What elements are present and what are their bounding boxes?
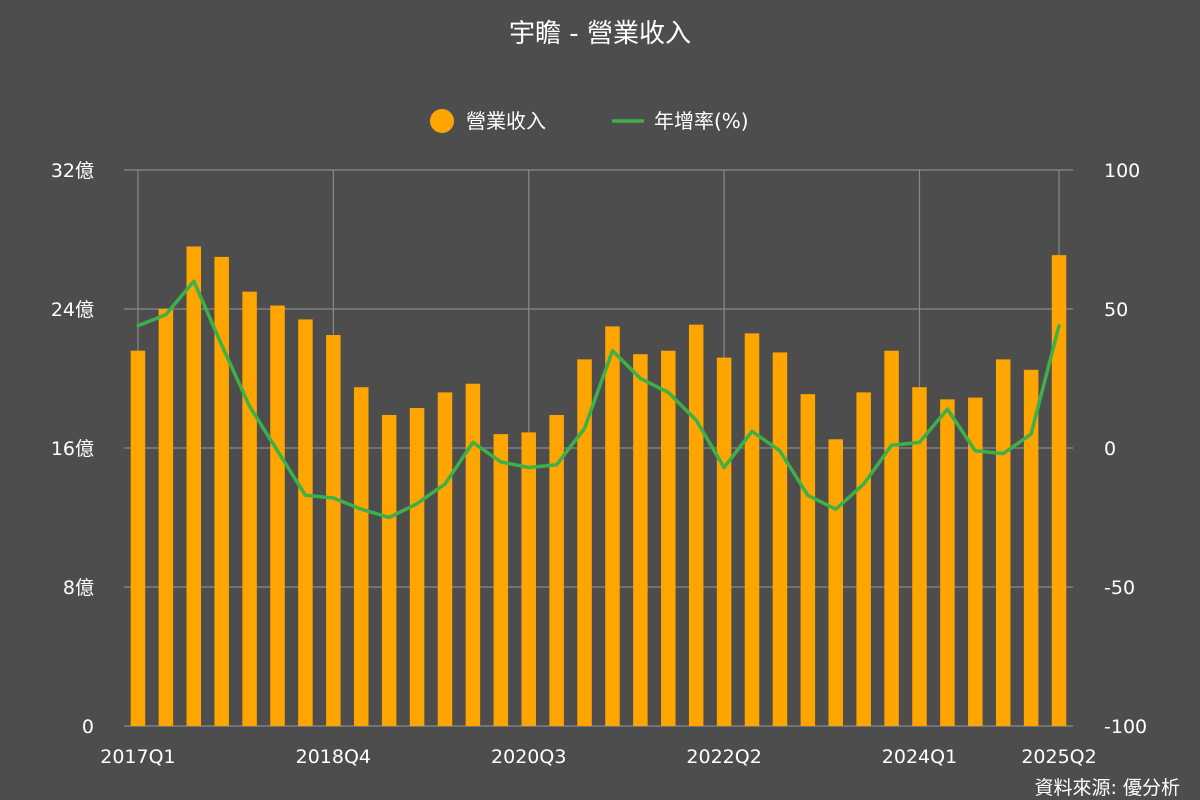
x-tick-label: 2017Q1 <box>100 746 175 768</box>
x-axis: 2017Q1 2018Q4 2020Q3 2022Q2 2024Q1 2025Q2 <box>100 746 1096 768</box>
y-axis-right: -100 -50 0 50 100 <box>1104 160 1147 738</box>
bar-2024Q3 <box>968 397 983 726</box>
source-note: 資料來源: 優分析 <box>1035 777 1180 799</box>
x-tick-label: 2022Q2 <box>686 746 761 768</box>
bar-2019Q2 <box>381 414 397 726</box>
bar-2024Q2 <box>940 399 955 726</box>
chart-title: 宇瞻 - 營業收入 <box>509 19 691 49</box>
bar-2025Q2 <box>1051 255 1067 726</box>
bar-2020Q3 <box>521 432 536 726</box>
bar-2023Q1 <box>800 394 816 726</box>
bar-2018Q3 <box>298 319 313 726</box>
growth-line <box>136 279 1061 520</box>
y-right-tick-label: 100 <box>1104 160 1140 182</box>
bar-2017Q4 <box>214 256 229 726</box>
bar-2023Q3 <box>856 392 871 726</box>
bar-2019Q4 <box>437 392 453 726</box>
y-right-tick-label: -50 <box>1104 577 1135 599</box>
x-tick-label: 2020Q3 <box>491 746 566 768</box>
bar-2019Q3 <box>409 408 425 726</box>
bar-2022Q3 <box>744 333 760 726</box>
legend: 營業收入 年增率(%) <box>430 109 749 133</box>
bar-2017Q2 <box>158 309 174 726</box>
bar-2018Q1 <box>242 291 257 726</box>
bar-2021Q2 <box>605 326 620 726</box>
bar-2020Q4 <box>549 414 564 726</box>
bar-2022Q1 <box>688 324 704 726</box>
bar-2017Q1 <box>130 350 146 726</box>
bar-2019Q1 <box>353 387 369 726</box>
bar-2023Q2 <box>828 439 844 726</box>
y-right-tick-label: 0 <box>1104 438 1116 460</box>
y-left-tick-label: 8億 <box>63 577 94 599</box>
bar-2021Q4 <box>661 350 676 726</box>
bar-2020Q2 <box>493 434 509 726</box>
bar-2024Q4 <box>995 359 1011 726</box>
bar-2020Q1 <box>465 383 481 726</box>
growth-rate-line <box>136 279 1061 520</box>
bar-2018Q4 <box>326 335 341 726</box>
gridlines <box>124 169 1073 727</box>
y-left-tick-label: 0 <box>82 716 94 738</box>
x-tick-label: 2018Q4 <box>296 746 371 768</box>
legend-marker-revenue <box>430 109 454 133</box>
bar-2022Q2 <box>716 357 732 726</box>
y-left-tick-label: 16億 <box>51 438 94 460</box>
bar-2024Q1 <box>912 387 927 726</box>
revenue-bars <box>130 246 1067 726</box>
bar-2025Q1 <box>1023 369 1039 726</box>
bar-2018Q2 <box>270 305 285 726</box>
bar-2021Q3 <box>633 354 648 726</box>
x-tick-label: 2025Q2 <box>1021 746 1096 768</box>
y-left-tick-label: 24億 <box>51 299 94 321</box>
x-tick-label: 2024Q1 <box>882 746 957 768</box>
y-axis-left: 0 8億 16億 24億 32億 <box>51 160 94 738</box>
y-left-tick-label: 32億 <box>51 160 94 182</box>
bar-2017Q3 <box>186 246 202 726</box>
bar-2021Q1 <box>577 359 592 726</box>
bar-2022Q4 <box>772 352 788 726</box>
y-right-tick-label: -100 <box>1104 716 1147 738</box>
bar-2023Q4 <box>884 350 899 726</box>
y-right-tick-label: 50 <box>1104 299 1128 321</box>
legend-label-revenue: 營業收入 <box>466 109 546 133</box>
legend-label-growth: 年增率(%) <box>654 109 749 133</box>
